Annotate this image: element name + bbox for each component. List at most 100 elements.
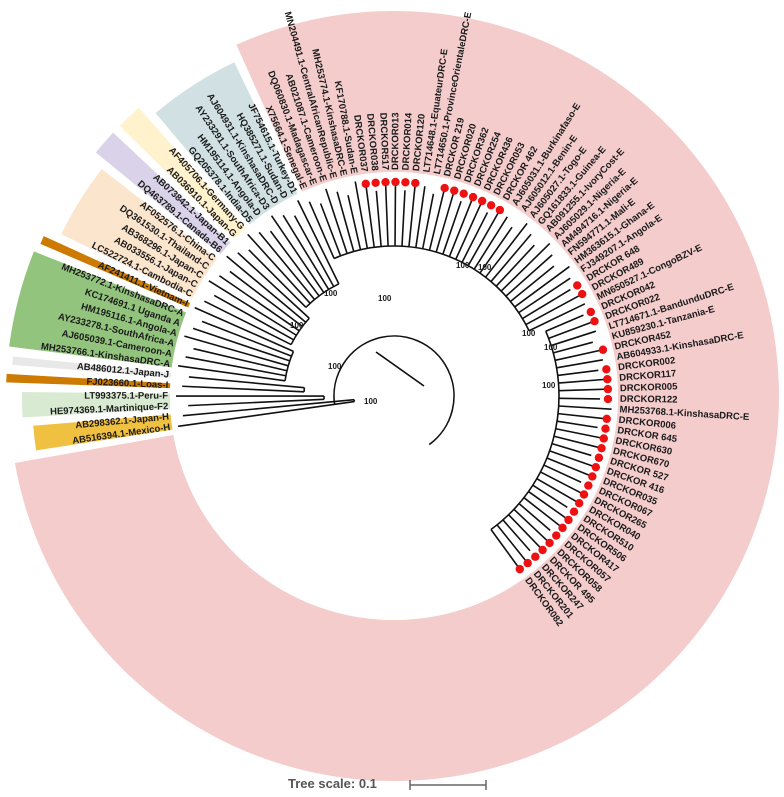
bootstrap-value: 100 <box>328 362 342 371</box>
study-sample-marker <box>468 192 478 202</box>
study-sample-marker <box>603 394 613 404</box>
leaf-branch <box>448 193 476 257</box>
study-sample-marker <box>391 177 400 187</box>
sector-genotype-h <box>33 414 173 451</box>
bootstrap-value: 100 <box>522 329 536 338</box>
sector-genotype-i <box>6 373 171 389</box>
study-sample-marker <box>558 523 567 533</box>
leaf-label: LT993375.1-Peru-F <box>84 391 168 402</box>
bootstrap-labels: 100 100 100 100 100 100 100 100 100 100 <box>290 261 558 406</box>
leaf-label: DRCKOR517 <box>377 112 390 170</box>
study-sample-marker <box>459 189 468 198</box>
study-sample-marker <box>495 205 505 215</box>
leaf-label: DRCKOR038 <box>364 113 380 171</box>
study-sample-marker <box>381 177 390 187</box>
leaf-branch <box>208 280 297 336</box>
leaf-branch <box>523 497 562 528</box>
leaf-branch <box>192 327 290 362</box>
study-sample-marker <box>361 179 370 189</box>
leaf-branch <box>543 464 582 483</box>
root-branch <box>375 351 425 387</box>
study-sample-marker <box>575 499 584 508</box>
leaf-branch <box>269 230 320 297</box>
study-sample-marker <box>586 307 596 317</box>
leaf-branch <box>297 200 340 285</box>
leaf-branch <box>490 233 532 283</box>
leaf-branch <box>421 193 435 249</box>
leaf-branch <box>467 206 503 267</box>
clade-arc <box>490 330 560 531</box>
leaf-branch <box>428 184 447 251</box>
leaf-branch <box>505 254 553 297</box>
study-sample-marker <box>577 289 587 299</box>
tree-scale-label: Tree scale: 0.1 <box>288 776 377 791</box>
leaf-branch <box>558 378 612 384</box>
leaf-branch <box>558 388 606 392</box>
sector-genotype-j <box>12 356 172 378</box>
sector-genotype-g <box>119 107 246 239</box>
leaf-branch <box>178 400 355 428</box>
study-sample-marker <box>564 515 573 525</box>
leaf-branch <box>188 398 325 407</box>
bootstrap-value: 100 <box>542 381 556 390</box>
leaf-branch <box>213 294 295 341</box>
study-sample-marker <box>538 545 547 555</box>
study-sample-marker <box>573 281 582 290</box>
sector-genotype-f <box>21 392 171 418</box>
leaf-label: DRCKOR117 <box>619 368 677 383</box>
leaf-branch <box>502 519 531 552</box>
study-sample-marker <box>591 462 601 472</box>
sector-genotype-d <box>155 62 298 225</box>
study-sample-marker <box>594 453 604 462</box>
sector-genotype-c <box>61 169 218 299</box>
study-sample-marker <box>588 472 597 481</box>
leaf-branch <box>188 376 305 389</box>
leaf-branch <box>495 244 535 287</box>
leaf-branch <box>550 330 597 347</box>
leaf-branch <box>282 214 330 290</box>
tree-branches <box>175 178 612 568</box>
leaf-branch <box>557 412 605 420</box>
leaf-branch <box>518 502 551 531</box>
study-sample-marker <box>515 564 524 574</box>
leaf-branch <box>325 188 348 254</box>
leaf-branch <box>218 275 300 332</box>
study-sample-marker <box>545 538 554 548</box>
leaf-branch <box>556 420 598 429</box>
leaf-branch <box>551 442 592 457</box>
leaf-branch <box>336 191 355 252</box>
bootstrap-value: 100 <box>378 294 392 303</box>
leaf-label: DRCKOR122 <box>620 394 678 406</box>
leaf-branch <box>408 179 417 247</box>
leaf-branch <box>528 303 586 332</box>
study-sample-marker <box>371 178 380 187</box>
clade-arc <box>333 245 530 332</box>
leaf-branch <box>401 190 406 247</box>
leaf-branch <box>514 265 570 308</box>
leaf-branch <box>354 181 369 249</box>
leaf-branch <box>518 277 571 314</box>
study-sample-marker <box>597 443 606 453</box>
study-sample-marker <box>411 178 420 188</box>
leaf-branch <box>185 356 287 377</box>
leaf-branch <box>473 216 508 270</box>
study-sample-marker <box>440 183 449 193</box>
leaf-branch <box>557 369 599 377</box>
tree-scale-bar <box>409 780 487 790</box>
leaf-branch <box>546 457 591 477</box>
bootstrap-value: 100 <box>324 289 338 298</box>
study-sample-marker <box>602 365 611 374</box>
leaf-branch <box>525 291 587 326</box>
leaf-branch <box>479 226 513 274</box>
study-sample-marker <box>579 490 589 499</box>
leaf-branch <box>549 450 600 470</box>
leaf-branch <box>229 270 303 328</box>
leaf-label: DRCKOR014 <box>401 112 415 171</box>
leaf-branch <box>554 348 608 362</box>
study-sample-marker <box>569 507 579 516</box>
study-sample-marker <box>602 414 611 424</box>
study-sample-marker <box>599 434 608 443</box>
leaf-branch <box>507 514 542 550</box>
leaf-branch <box>553 435 600 449</box>
leaf-branch <box>532 484 568 509</box>
